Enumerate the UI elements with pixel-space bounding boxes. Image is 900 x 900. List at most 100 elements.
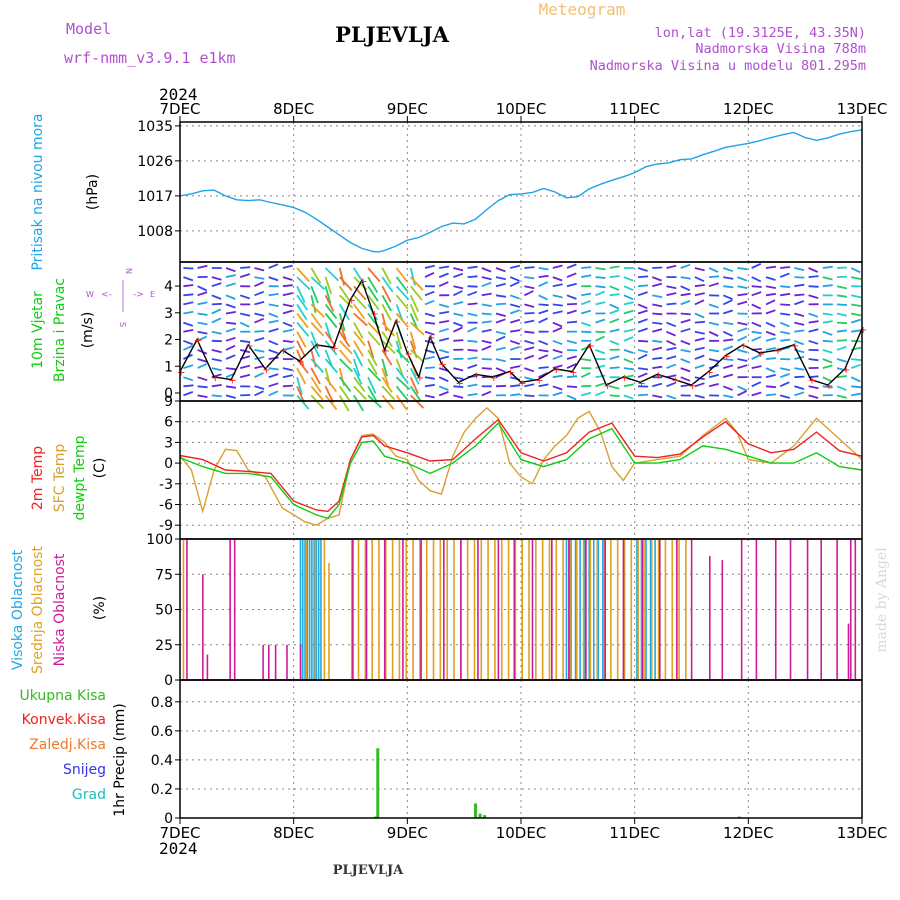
wind-arrow [211, 394, 222, 398]
wind-arrow [694, 330, 705, 335]
top-x-tick-label: 11DEC [609, 100, 660, 118]
wind-arrow [197, 321, 208, 326]
temp-unit: (C) [92, 458, 108, 479]
wind-arrow [183, 293, 194, 297]
wind-arrow [851, 303, 862, 307]
wind-unit: (m/s) [80, 312, 96, 349]
wind-arrow [765, 367, 776, 373]
wind-arrow [367, 267, 381, 283]
wind-arrow [467, 349, 478, 352]
wind-arrow [410, 276, 424, 291]
wind-arrow [552, 276, 563, 282]
wind-arrow [268, 356, 279, 360]
wind-arrow [836, 367, 847, 372]
wind-arrow [395, 267, 409, 283]
wind-arrow [367, 367, 382, 382]
wind-arrow [623, 383, 634, 388]
compass-rose: N S W E <- -> [86, 268, 155, 327]
wind-arrow [324, 394, 338, 411]
wind-arrow [339, 349, 352, 365]
wind-speed-point: + [569, 368, 577, 379]
wind-arrow [381, 367, 390, 386]
wind-arrow [197, 335, 208, 342]
wind-arrow [409, 304, 419, 322]
wind-speed-point: + [740, 341, 748, 352]
wind-arrow [609, 355, 620, 360]
wind-arrow [851, 385, 862, 389]
wind-arrow [765, 321, 776, 328]
wind-arrow [822, 339, 833, 343]
wind-arrow [239, 312, 251, 317]
wind-arrow [851, 358, 862, 362]
wind-arrow [282, 328, 293, 333]
wind-speed-point: + [416, 373, 424, 384]
wind-arrow [538, 267, 549, 271]
wind-arrow [353, 340, 364, 357]
wind-arrow [538, 294, 548, 301]
wind-arrow [467, 265, 478, 269]
wind-arrow [395, 358, 404, 377]
wind-arrow [339, 276, 353, 292]
y-tick-label: 1 [164, 359, 173, 375]
wind-speed-point: + [791, 341, 799, 352]
wind-arrow [481, 267, 492, 273]
wind-arrow [666, 302, 677, 306]
wind-arrow [666, 394, 677, 400]
precip-bar [483, 815, 487, 818]
wind-arrow [836, 266, 848, 269]
wind-arrow [623, 394, 634, 400]
wind-arrow [652, 312, 663, 316]
wind-arrow [409, 267, 416, 286]
wind-arrow [510, 384, 521, 388]
wind-arrow [538, 309, 549, 315]
wind-label-2: Brzina i Pravac [52, 278, 68, 382]
station-title: PLJEVLJA [335, 22, 449, 47]
wind-arrow [282, 339, 293, 343]
wind-arrow [381, 321, 396, 337]
wind-arrow [708, 373, 720, 379]
wind-arrow [495, 335, 506, 342]
y-tick-label: 3 [164, 435, 173, 451]
wind-arrow [822, 284, 833, 288]
wind-arrow [424, 321, 435, 325]
wind-arrow [836, 358, 847, 363]
wind-arrow [381, 385, 396, 401]
wind-arrow [197, 363, 208, 369]
wind-arrow [509, 318, 521, 324]
wind-arrow [652, 339, 663, 343]
wind-arrow [538, 349, 549, 353]
wind-arrow [481, 367, 492, 370]
wind-arrow [779, 373, 790, 379]
wind-arrow [637, 309, 648, 315]
wind-arrow [836, 345, 847, 351]
wind-arrow [680, 292, 691, 297]
wind-arrow [225, 321, 237, 325]
wind-speed-point: + [774, 346, 782, 357]
top-x-tick-label: 10DEC [496, 100, 547, 118]
wind-arrow [666, 285, 677, 290]
wind-arrow [268, 339, 279, 346]
wind-arrow [552, 391, 563, 397]
wind-speed-point: + [211, 373, 219, 384]
wind-arrow [296, 340, 307, 358]
wind-arrow [211, 294, 222, 300]
wind-arrow [338, 285, 351, 302]
wind-arrow [395, 367, 409, 383]
wind-arrow [524, 303, 535, 308]
wind-arrow [424, 383, 435, 388]
wind-arrow [424, 312, 435, 318]
wind-arrow [850, 318, 861, 324]
wind-arrow [310, 276, 326, 291]
wind-arrow [723, 309, 734, 315]
wind-arrow [723, 364, 734, 369]
wind-arrow [296, 367, 307, 385]
wind-arrow [765, 357, 776, 360]
wind-arrow [680, 312, 691, 316]
wind-arrow [708, 358, 720, 363]
wind-arrow [254, 385, 265, 390]
wind-speed-point: + [455, 378, 463, 389]
wind-arrow [765, 385, 776, 389]
wind-arrow [409, 376, 419, 395]
wind-arrow [552, 349, 563, 354]
wind-arrow [254, 349, 265, 353]
